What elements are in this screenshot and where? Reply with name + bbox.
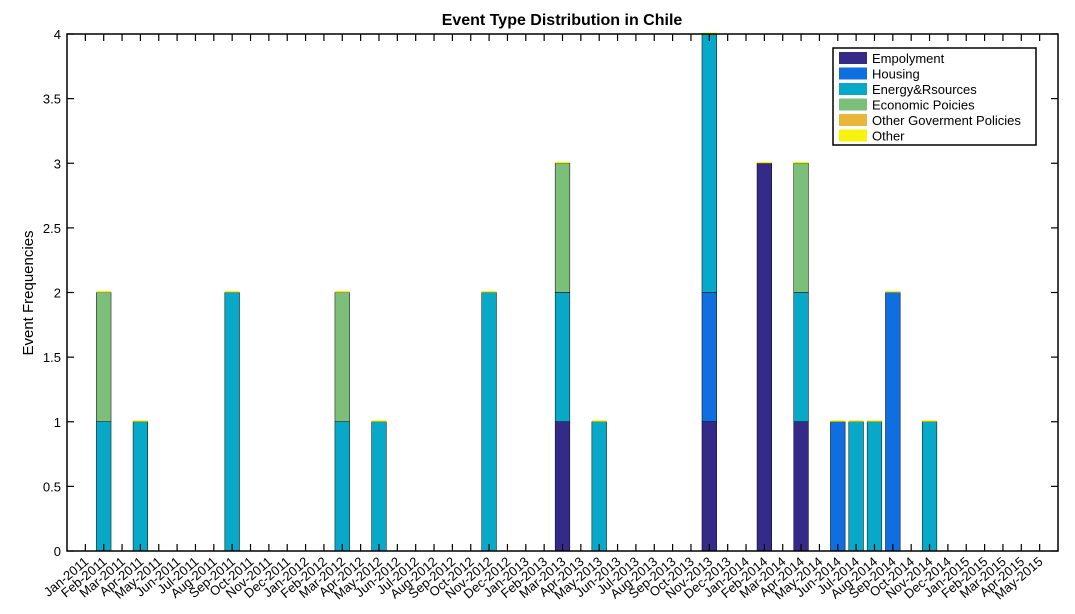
bars-layer <box>96 32 938 552</box>
bar-segment-Feb-2011-s2 <box>96 421 112 552</box>
bar-segment-Mar-2013-s0 <box>554 421 571 552</box>
bar-cap-Sep-2014 <box>885 291 901 293</box>
legend: EmpolymentHousingEnergy&RsourcesEconomic… <box>832 47 1037 146</box>
axes-layer: 00.511.522.533.54Jan-2011Feb-2011Mar-201… <box>41 27 1059 602</box>
bar-segment-Nov-2013-s2 <box>701 33 717 293</box>
bar-segment-Aug-2014-s2 <box>866 421 883 552</box>
y-tick-label: 1.5 <box>43 350 61 365</box>
bar-segment-Apr-2014-s3 <box>793 163 809 293</box>
bar-cap-Jun-2014 <box>830 420 846 422</box>
bar-segment-Apr-2014-s0 <box>793 421 809 552</box>
bar-segment-Nov-2013-s1 <box>701 292 717 422</box>
bar-cap-Feb-2011 <box>96 291 112 293</box>
bar-segment-Nov-2014-s2 <box>921 421 938 552</box>
chart-title: Event Type Distribution in Chile <box>442 12 683 29</box>
bar-segment-Apr-2014-s2 <box>793 292 809 422</box>
bar-segment-May-2013-s2 <box>591 421 607 552</box>
legend-label: Energy&Rsources <box>872 82 977 97</box>
legend-swatch <box>839 98 867 111</box>
bar-cap-Mar-2012 <box>334 291 350 293</box>
y-tick-label: 1 <box>54 415 61 430</box>
y-tick-label: 0 <box>54 544 61 559</box>
bar-cap-Sep-2011 <box>224 291 240 293</box>
bar-cap-Jul-2014 <box>848 420 864 422</box>
y-tick-label: 3 <box>54 156 61 171</box>
legend-label: Other Goverment Policies <box>872 113 1021 128</box>
legend-box <box>832 47 1037 146</box>
legend-swatch <box>839 52 867 64</box>
bar-cap-Apr-2014 <box>793 161 809 164</box>
bar-segment-Sep-2011-s2 <box>224 292 240 552</box>
bar-segment-Jul-2014-s2 <box>848 421 864 552</box>
bar-cap-May-2012 <box>371 420 387 422</box>
y-tick-label: 0.5 <box>43 479 61 494</box>
bar-segment-Nov-2012-s2 <box>481 292 497 552</box>
legend-swatch <box>839 114 867 126</box>
bar-segment-Mar-2013-s3 <box>554 163 571 293</box>
bar-segment-Mar-2012-s3 <box>334 292 350 422</box>
bar-segment-Nov-2013-s0 <box>701 421 717 552</box>
bar-cap-Nov-2012 <box>481 291 497 293</box>
legend-label: Empolyment <box>872 51 945 66</box>
legend-label: Economic Poicies <box>872 98 975 113</box>
bar-segment-Apr-2011-s2 <box>132 421 148 552</box>
bar-cap-Aug-2014 <box>867 420 882 422</box>
bar-segment-Mar-2013-s2 <box>554 292 571 422</box>
bar-segment-Feb-2011-s3 <box>96 292 112 422</box>
bar-segment-May-2012-s2 <box>371 421 387 552</box>
y-axis-label: Event Frequencies <box>20 230 37 355</box>
bar-cap-Feb-2014 <box>757 161 772 164</box>
legend-label: Housing <box>872 67 920 82</box>
bar-segment-Jun-2014-s1 <box>830 421 846 552</box>
legend-swatch <box>839 67 867 80</box>
bar-segment-Feb-2014-s0 <box>756 163 772 552</box>
legend-swatch <box>839 129 867 142</box>
bar-segment-Sep-2014-s1 <box>885 292 901 552</box>
y-tick-label: 2 <box>54 286 61 301</box>
bar-cap-Apr-2011 <box>133 420 148 422</box>
y-tick-label: 4 <box>54 27 61 42</box>
y-tick-label: 3.5 <box>43 92 61 107</box>
bar-cap-Mar-2013 <box>555 161 570 164</box>
bar-cap-Nov-2014 <box>922 420 937 422</box>
legend-swatch <box>839 83 867 95</box>
bar-cap-May-2013 <box>591 420 607 422</box>
bar-segment-Mar-2012-s2 <box>334 421 350 552</box>
legend-label: Other <box>872 129 905 144</box>
y-tick-label: 2.5 <box>43 221 61 236</box>
